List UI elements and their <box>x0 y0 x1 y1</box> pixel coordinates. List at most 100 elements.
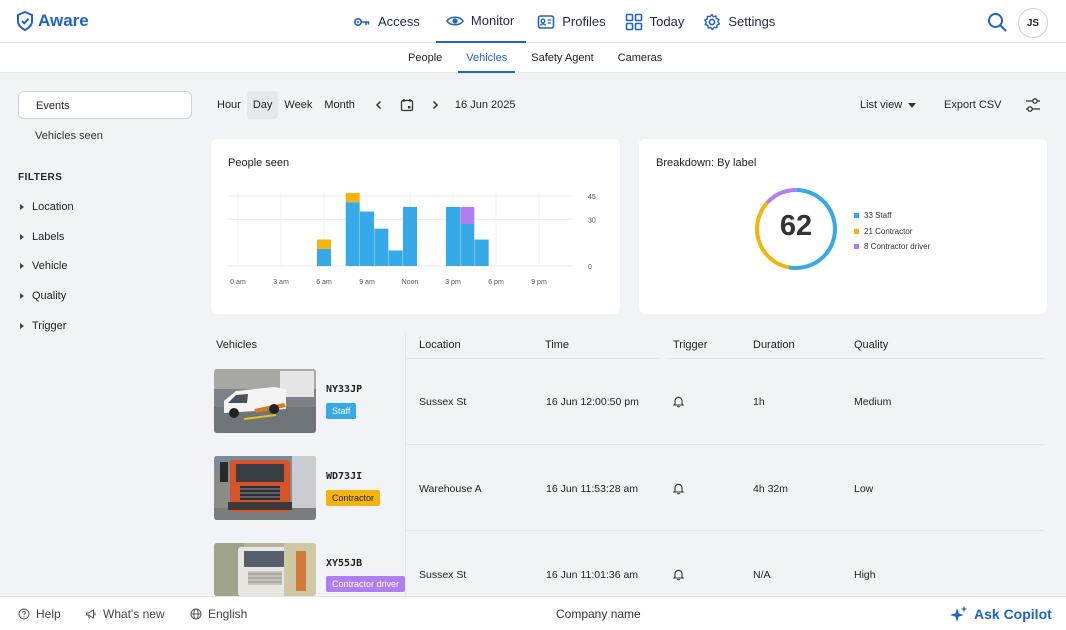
export-csv-button[interactable]: Export CSV <box>944 99 1002 111</box>
time-cell: 16 Jun 11:01:36 am <box>546 569 639 581</box>
bar-segment-staff <box>474 239 489 266</box>
range-month-button[interactable]: Month <box>324 99 355 111</box>
tab-vehicles[interactable]: Vehicles <box>458 43 516 73</box>
search-icon[interactable] <box>986 11 1008 33</box>
nav-profiles[interactable]: Profiles <box>534 0 608 43</box>
nav-today-label: Today <box>649 14 685 29</box>
calendar-button[interactable] <box>393 91 421 119</box>
nav-settings[interactable]: Settings <box>700 0 778 43</box>
x-tick-label: 3 pm <box>445 279 461 286</box>
help-label: Help <box>36 607 61 621</box>
people-seen-title: People seen <box>228 157 290 169</box>
legend-item-staff: 33 Staff <box>854 208 930 224</box>
previous-date-button[interactable] <box>365 91 393 119</box>
calendar-icon <box>400 99 414 112</box>
vehicle-thumbnail[interactable] <box>214 456 316 520</box>
sliders-icon[interactable] <box>1024 96 1042 114</box>
filter-label: Labels <box>32 231 65 243</box>
expand-arrow-icon <box>20 234 24 240</box>
column-header-trigger[interactable]: Trigger <box>673 339 708 351</box>
donut-slice-contractor <box>755 200 790 269</box>
filter-trigger[interactable]: Trigger <box>20 320 66 332</box>
legend-label: 33 Staff <box>864 211 892 221</box>
list-view-dropdown[interactable]: List view <box>860 99 917 111</box>
breakdown-donut-chart <box>755 188 837 270</box>
user-avatar[interactable]: JS <box>1018 8 1048 38</box>
x-tick-label: 3 am <box>273 279 289 286</box>
tab-cameras[interactable]: Cameras <box>617 52 663 64</box>
breakdown-title: Breakdown: By label <box>656 157 757 169</box>
next-date-button[interactable] <box>421 91 449 119</box>
range-hour-button[interactable]: Hour <box>217 99 241 111</box>
legend-swatch <box>854 228 859 234</box>
tab-people[interactable]: People <box>408 52 443 64</box>
filter-labels[interactable]: Labels <box>20 231 64 243</box>
ask-copilot-button[interactable]: Ask Copilot <box>950 605 1052 623</box>
column-header-location[interactable]: Location <box>419 339 461 351</box>
language-label: English <box>208 607 248 621</box>
bell-icon[interactable] <box>672 395 685 408</box>
nav-settings-label: Settings <box>728 14 776 29</box>
x-tick-label: 6 am <box>316 279 332 286</box>
breakdown-total: 62 <box>779 210 813 242</box>
column-header-duration[interactable]: Duration <box>753 339 795 351</box>
vehicle-thumbnail[interactable] <box>214 369 316 433</box>
column-header-vehicles[interactable]: Vehicles <box>216 339 257 351</box>
tab-safety-agent[interactable]: Safety Agent <box>531 52 594 64</box>
filter-label: Location <box>32 201 74 213</box>
quality-cell: High <box>854 569 876 581</box>
nav-monitor[interactable]: Monitor <box>435 0 527 43</box>
time-cell: 16 Jun 12:00:50 pm <box>546 396 639 408</box>
column-divider <box>405 333 406 596</box>
bar-segment-staff <box>317 248 331 266</box>
id-card-icon <box>537 14 555 29</box>
quality-cell: Low <box>854 483 874 495</box>
current-date: 16 Jun 2025 <box>454 99 516 111</box>
range-week-button[interactable]: Week <box>284 99 313 111</box>
bar-segment-staff <box>374 228 389 266</box>
x-tick-label: 9 am <box>359 279 375 286</box>
x-tick-label: 9 pm <box>531 279 547 286</box>
bell-icon[interactable] <box>672 568 685 581</box>
column-header-quality[interactable]: Quality <box>854 339 889 351</box>
quality-cell: Medium <box>854 396 892 408</box>
caret-down-icon <box>908 102 917 108</box>
donut-slice-staff <box>787 188 837 270</box>
language-selector[interactable]: English <box>190 607 247 621</box>
bar-segment-staff <box>403 206 417 266</box>
label-badge: Staff <box>326 403 357 419</box>
filter-label: Trigger <box>32 320 67 332</box>
filter-vehicle[interactable]: Vehicle <box>20 260 67 272</box>
shield-check-icon <box>17 11 33 31</box>
date-toolbar: Hour Day Week Month 16 Jun 2025 <box>211 91 515 119</box>
help-link[interactable]: Help <box>18 607 61 621</box>
vehicle-thumbnail[interactable] <box>214 543 316 596</box>
app-name: Aware <box>38 11 89 30</box>
bar-segment-staff <box>460 224 475 266</box>
globe-icon <box>190 608 202 620</box>
nav-access[interactable]: Access <box>350 0 423 43</box>
expand-arrow-icon <box>20 293 24 299</box>
license-plate: NY33JP <box>326 384 363 395</box>
duration-cell: 4h 32m <box>753 483 789 495</box>
gear-icon <box>704 13 721 30</box>
donut-slice-contractor-driver <box>766 188 798 204</box>
sidebar-item-events[interactable]: Events <box>18 91 192 119</box>
app-logo[interactable]: Aware <box>16 11 89 31</box>
bar-segment-contractor <box>345 192 360 203</box>
range-day-button[interactable]: Day <box>246 91 279 119</box>
bell-icon[interactable] <box>672 482 685 495</box>
filter-location[interactable]: Location <box>20 201 74 213</box>
company-name: Company name <box>556 607 641 621</box>
bar-segment-staff <box>345 202 360 266</box>
people-seen-chart: 45 30 0 0 am 3 am 6 am 9 am Noon 3 pm 6 pm 9 pm <box>228 192 596 286</box>
megaphone-icon <box>86 609 96 619</box>
y-tick-label: 45 <box>588 194 596 201</box>
whats-new-link[interactable]: What's new <box>85 607 165 621</box>
breakdown-legend: 33 Staff 21 Contractor 8 Contractor driv… <box>854 208 930 255</box>
sidebar-item-vehicles-seen[interactable]: Vehicles seen <box>35 130 103 142</box>
nav-today[interactable]: Today <box>622 0 688 43</box>
list-view-label: List view <box>860 99 903 111</box>
column-header-time[interactable]: Time <box>545 339 570 351</box>
filter-quality[interactable]: Quality <box>20 290 66 302</box>
